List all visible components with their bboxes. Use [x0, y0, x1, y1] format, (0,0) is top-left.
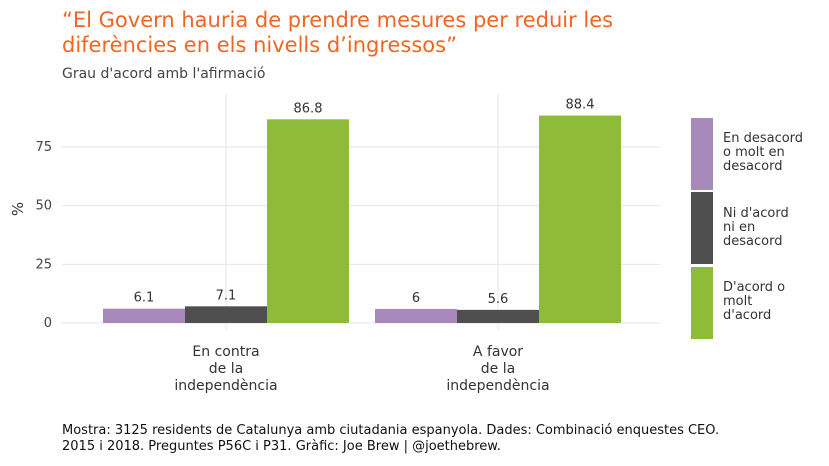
bar	[539, 115, 621, 324]
bar	[375, 308, 457, 323]
bar	[103, 308, 185, 323]
bar-value-label: 6	[412, 291, 420, 306]
bar	[185, 306, 267, 323]
y-tick-label: 0	[44, 316, 52, 331]
bar-value-label: 5.6	[488, 292, 509, 307]
legend-swatch-disagree	[691, 118, 713, 190]
y-tick-label: 25	[35, 257, 52, 272]
legend-item-neutral: Ni d'acord ni en desacord	[691, 192, 829, 264]
bar	[267, 119, 349, 324]
legend-item-disagree: En desacord o molt en desacord	[691, 118, 829, 190]
legend-swatch-agree	[691, 267, 713, 339]
bar-value-label: 86.8	[294, 101, 323, 116]
y-axis-label: %	[9, 202, 27, 216]
legend-label-agree: D'acord o molt d'acord	[723, 280, 786, 323]
bar-value-label: 88.4	[566, 98, 595, 113]
legend-swatch-neutral	[691, 192, 713, 264]
bar	[457, 309, 539, 323]
chart-caption: Mostra: 3125 residents de Catalunya amb …	[62, 423, 720, 454]
y-tick-label: 75	[35, 140, 52, 155]
y-tick-label: 50	[35, 199, 52, 214]
legend-label-disagree: En desacord o molt en desacord	[723, 131, 804, 174]
bar-value-label: 7.1	[216, 288, 237, 303]
legend-item-agree: D'acord o molt d'acord	[691, 267, 829, 339]
x-tick-label: En contra de la independència	[174, 344, 277, 394]
bar-value-label: 6.1	[134, 291, 155, 306]
x-tick-label: A favor de la independència	[446, 344, 549, 394]
legend-label-neutral: Ni d'acord ni en desacord	[723, 206, 789, 249]
chart-subtitle: Grau d'acord amb l'afirmació	[62, 66, 266, 82]
chart-title: “El Govern hauria de prendre mesures per…	[62, 8, 614, 57]
